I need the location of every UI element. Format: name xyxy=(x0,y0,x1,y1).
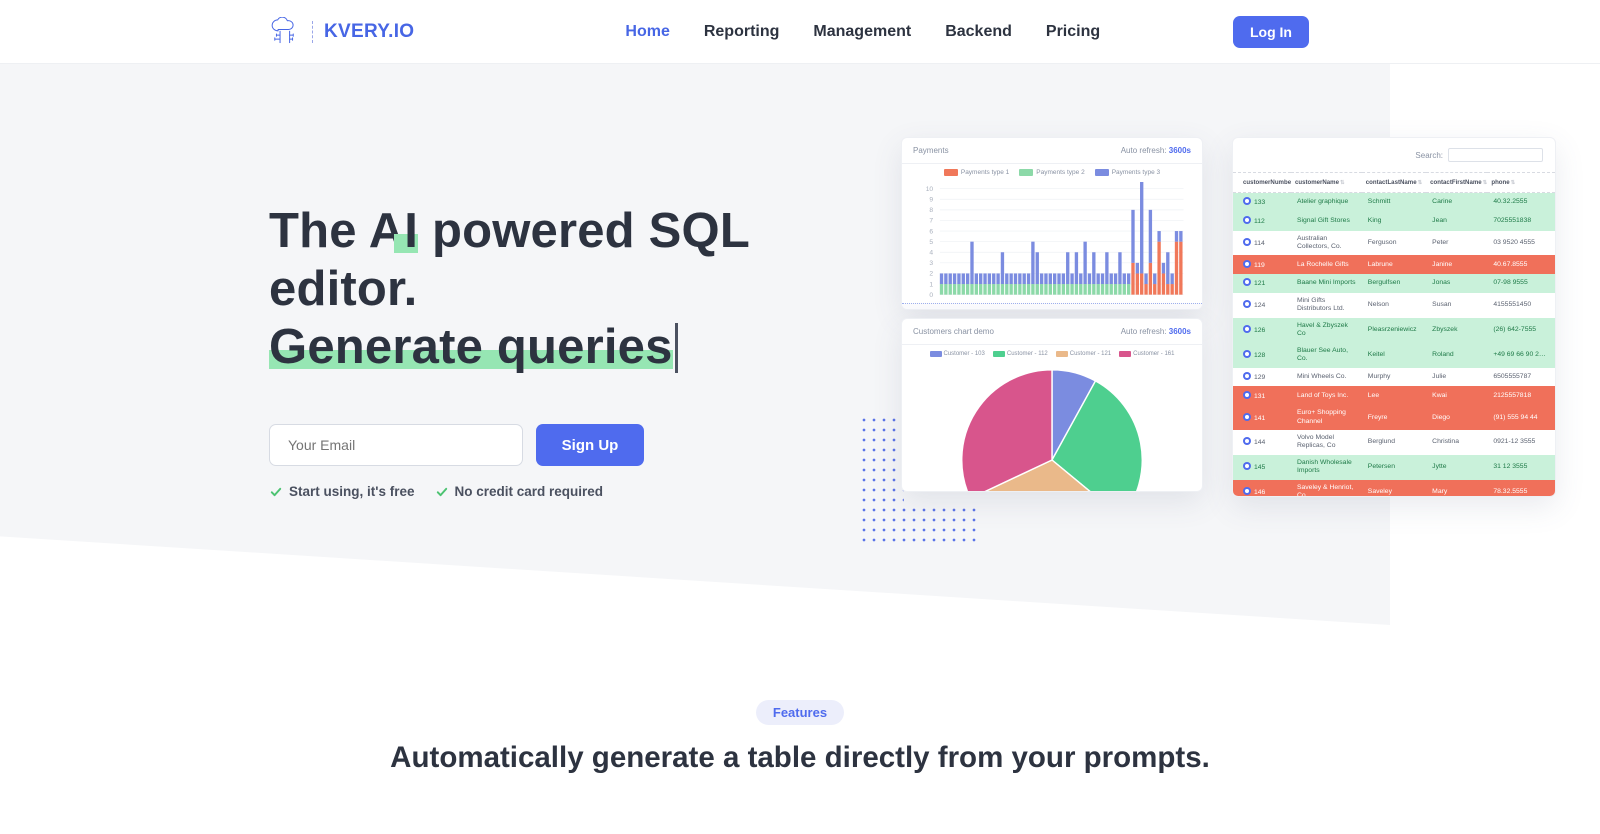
svg-text:3: 3 xyxy=(929,260,933,267)
svg-text:2: 2 xyxy=(929,271,933,278)
svg-text:6: 6 xyxy=(929,228,933,235)
svg-text:7: 7 xyxy=(929,218,933,225)
svg-text:8: 8 xyxy=(929,207,933,214)
svg-text:1: 1 xyxy=(929,281,933,288)
svg-text:5: 5 xyxy=(929,239,933,246)
svg-text:4: 4 xyxy=(929,249,933,256)
svg-text:10: 10 xyxy=(926,186,934,193)
svg-text:0: 0 xyxy=(929,292,933,299)
svg-text:9: 9 xyxy=(929,196,933,203)
